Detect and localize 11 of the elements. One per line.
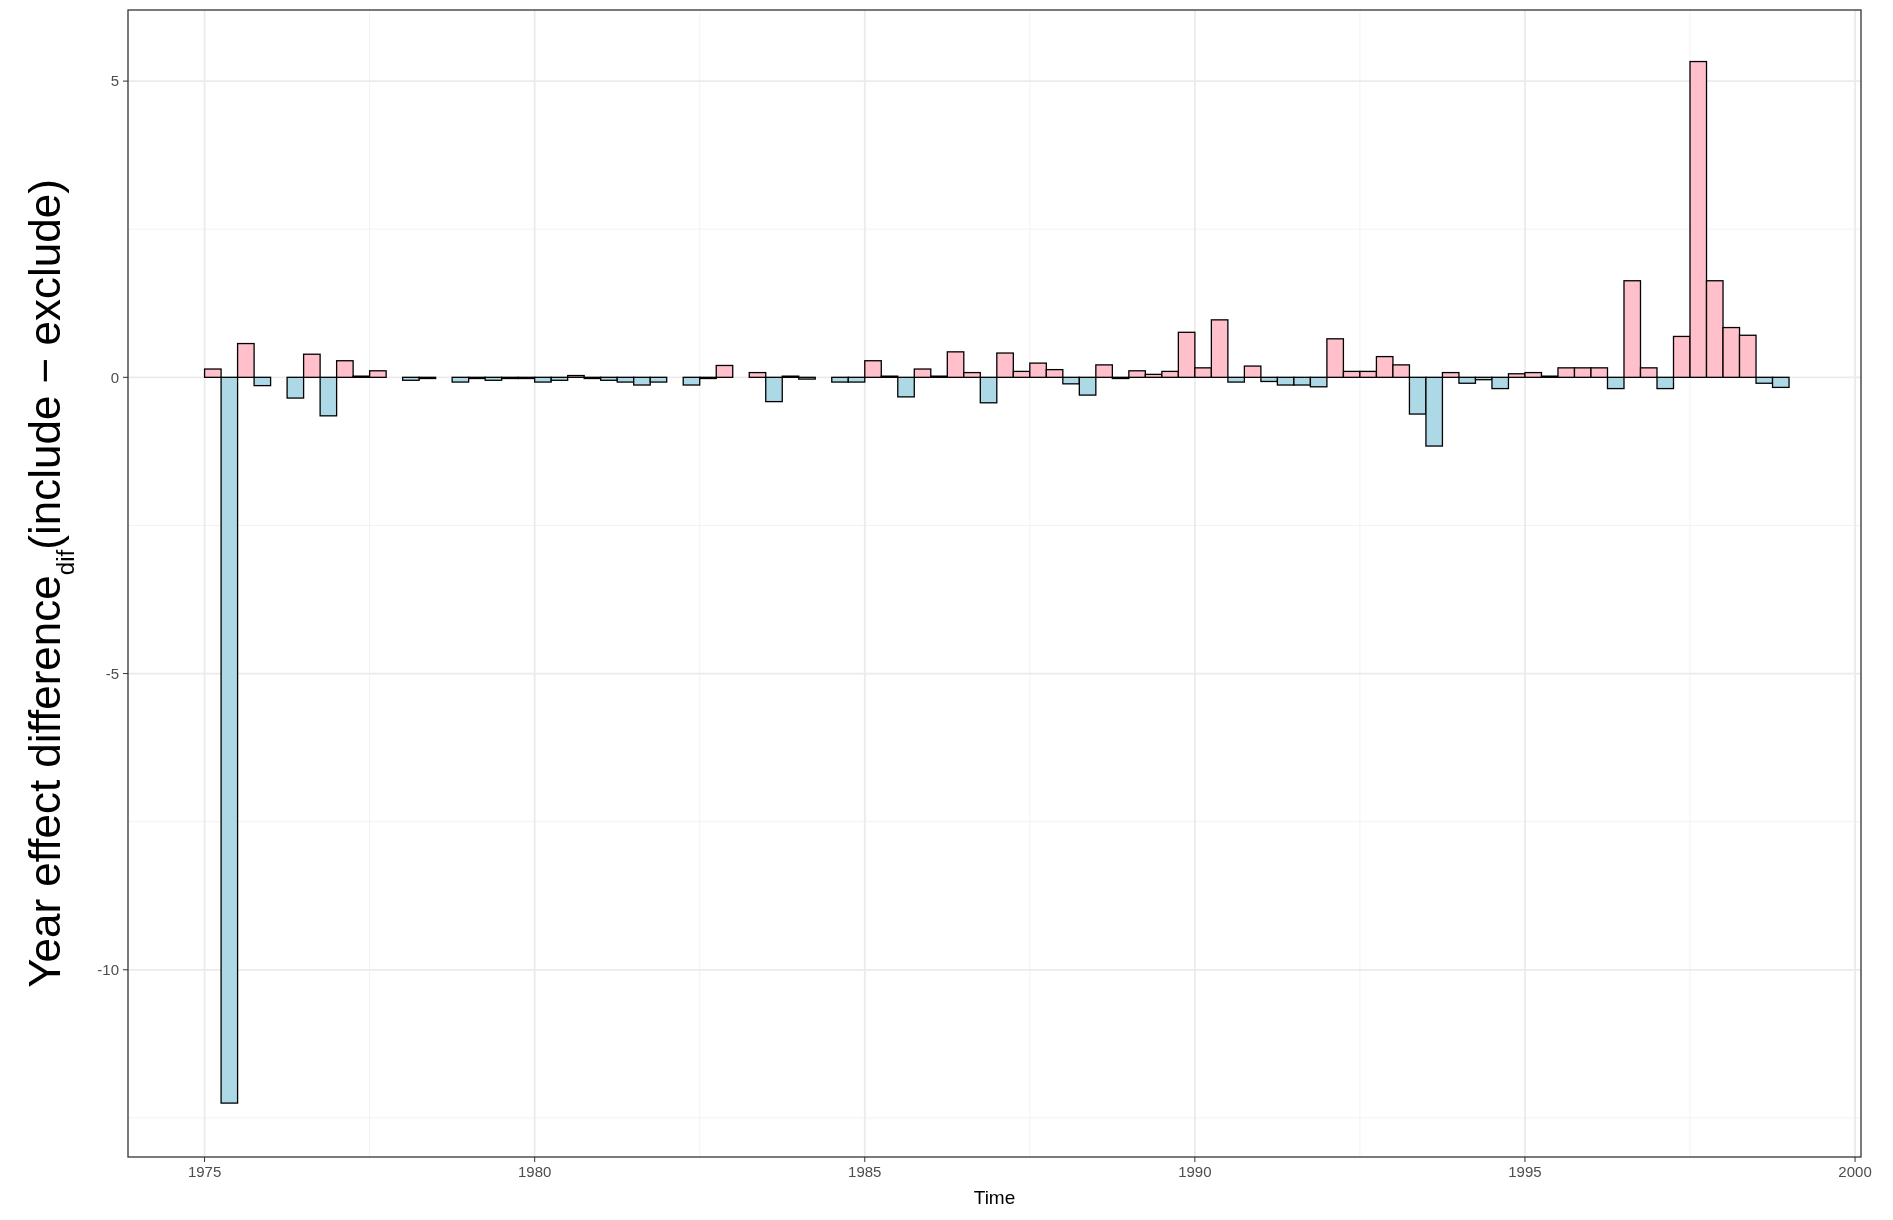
x-tick-label: 2000 (1838, 1163, 1872, 1180)
x-tick-label: 1995 (1508, 1163, 1542, 1180)
x-tick-label: 1990 (1178, 1163, 1212, 1180)
x-tick-label: 1980 (517, 1163, 552, 1180)
y-tick-label: -10 (97, 961, 119, 979)
y-tick-label: -5 (105, 664, 119, 682)
x-tick-label: 1985 (848, 1163, 882, 1180)
y-tick-label: 0 (110, 368, 119, 386)
y-tick-label: 5 (110, 72, 119, 90)
x-tick-label: 1975 (187, 1163, 222, 1180)
x-axis-title: Time (973, 1187, 1016, 1208)
